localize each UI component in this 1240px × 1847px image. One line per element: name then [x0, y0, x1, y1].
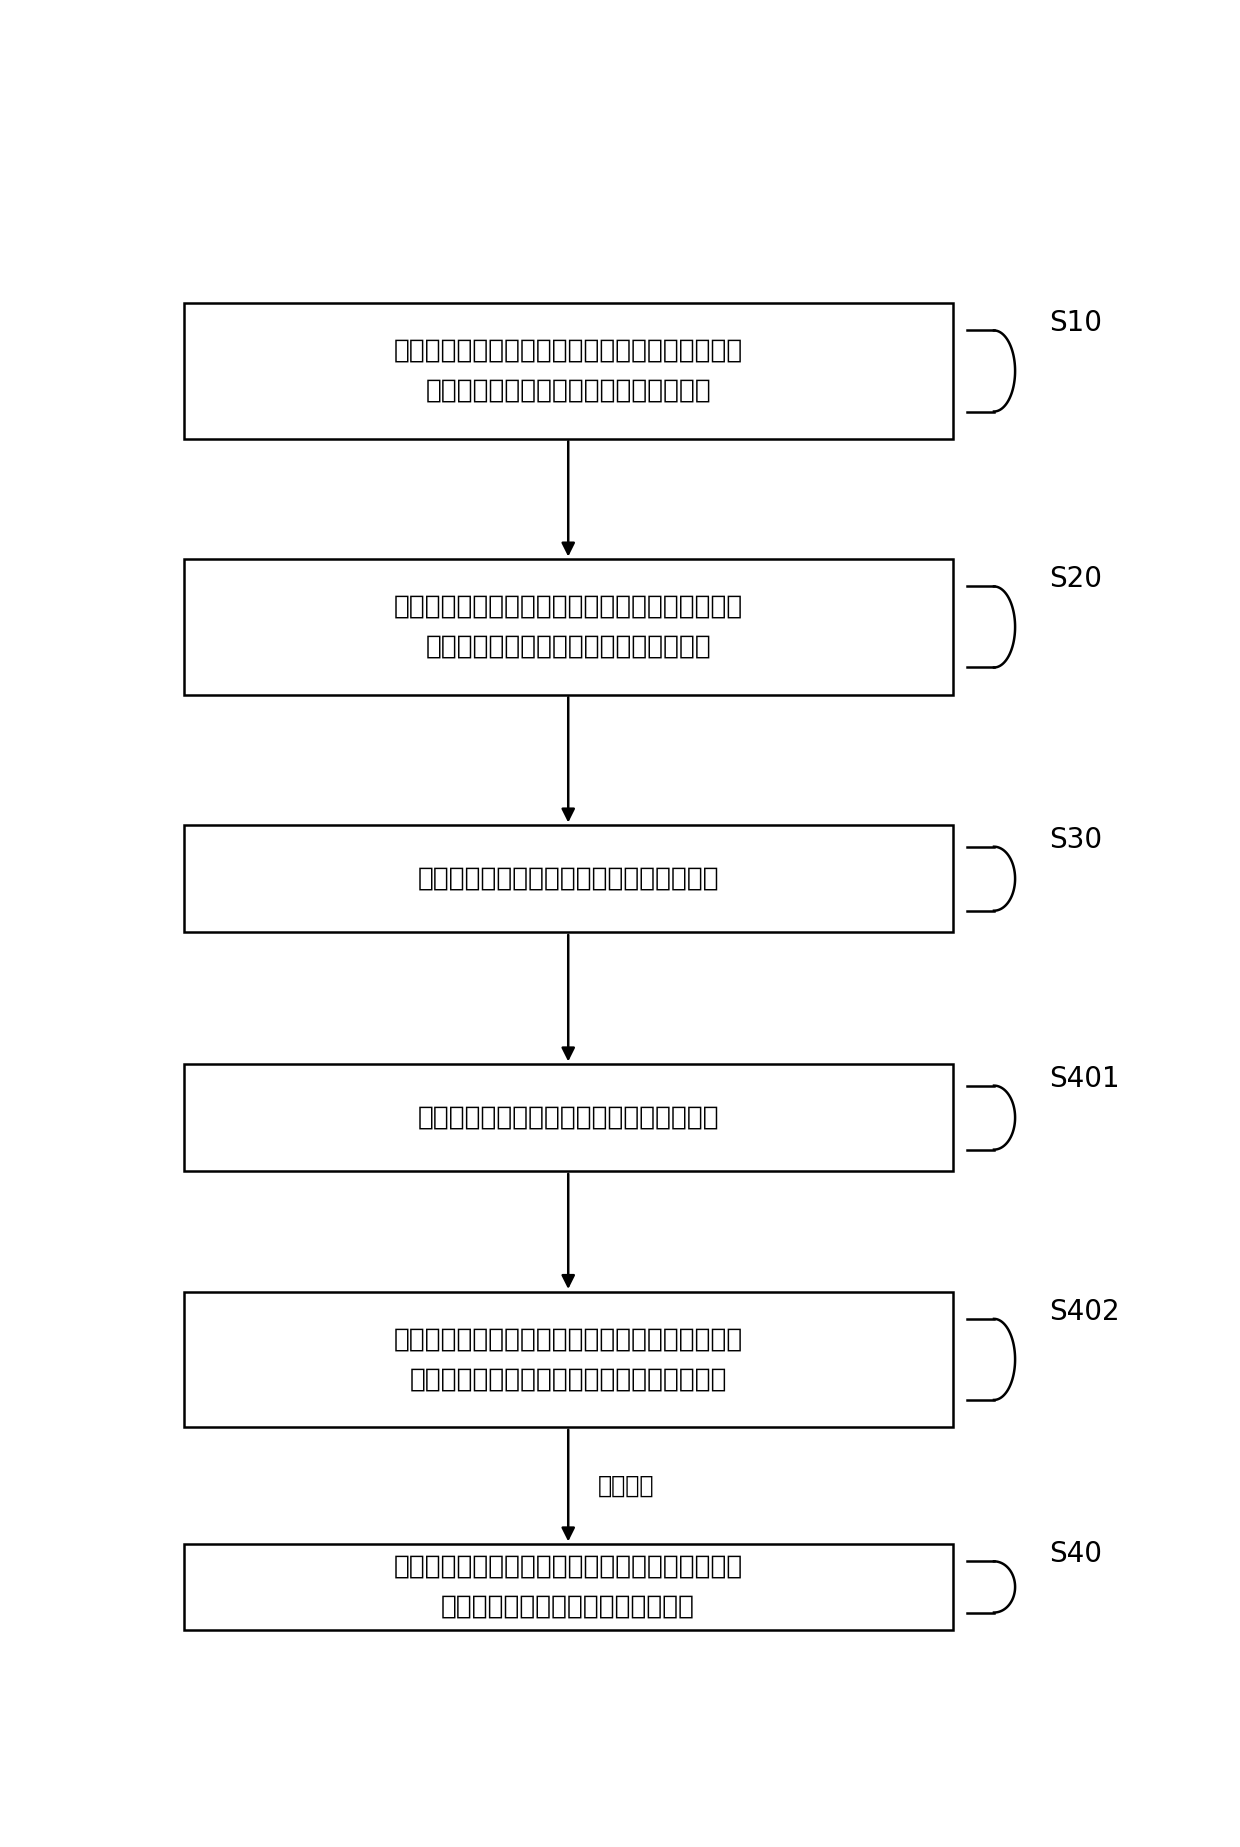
- Text: S30: S30: [1049, 826, 1102, 853]
- Text: 接收用户在所述操作界面上输入的车牌号码: 接收用户在所述操作界面上输入的车牌号码: [418, 866, 719, 892]
- FancyBboxPatch shape: [184, 826, 952, 933]
- Text: 将所述当前缴费车辆的车牌号码与所述用户在所述
停车费优惠操作界面上输入的车牌号码相比对: 将所述当前缴费车辆的车牌号码与所述用户在所述 停车费优惠操作界面上输入的车牌号码…: [393, 1326, 743, 1393]
- FancyBboxPatch shape: [184, 303, 952, 438]
- Text: S20: S20: [1049, 565, 1101, 593]
- Text: S10: S10: [1049, 308, 1101, 338]
- Text: 比对成功: 比对成功: [598, 1474, 655, 1498]
- FancyBboxPatch shape: [184, 560, 952, 694]
- Text: 根据所述停车费优惠信息及用户在所述操作界面上
输入的车牌号码进行停车费优惠操作: 根据所述停车费优惠信息及用户在所述操作界面上 输入的车牌号码进行停车费优惠操作: [393, 1553, 743, 1620]
- Text: S402: S402: [1049, 1298, 1120, 1326]
- Text: 接收智能终端识别二维码的识别操作指令，根据所
述识别操作指令显示停车费优惠操作界面: 接收智能终端识别二维码的识别操作指令，根据所 述识别操作指令显示停车费优惠操作界…: [393, 595, 743, 659]
- Text: S40: S40: [1049, 1540, 1101, 1568]
- Text: S401: S401: [1049, 1064, 1120, 1093]
- FancyBboxPatch shape: [184, 1291, 952, 1428]
- FancyBboxPatch shape: [184, 1064, 952, 1171]
- Text: 停车管理系统获取当前缴费车辆的车牌号码: 停车管理系统获取当前缴费车辆的车牌号码: [418, 1105, 719, 1130]
- Text: 根据停车费优惠信息生成二维码，将所述二维码以
预设方式发送至智能终端或电子接收地址: 根据停车费优惠信息生成二维码，将所述二维码以 预设方式发送至智能终端或电子接收地…: [393, 338, 743, 404]
- FancyBboxPatch shape: [184, 1544, 952, 1629]
